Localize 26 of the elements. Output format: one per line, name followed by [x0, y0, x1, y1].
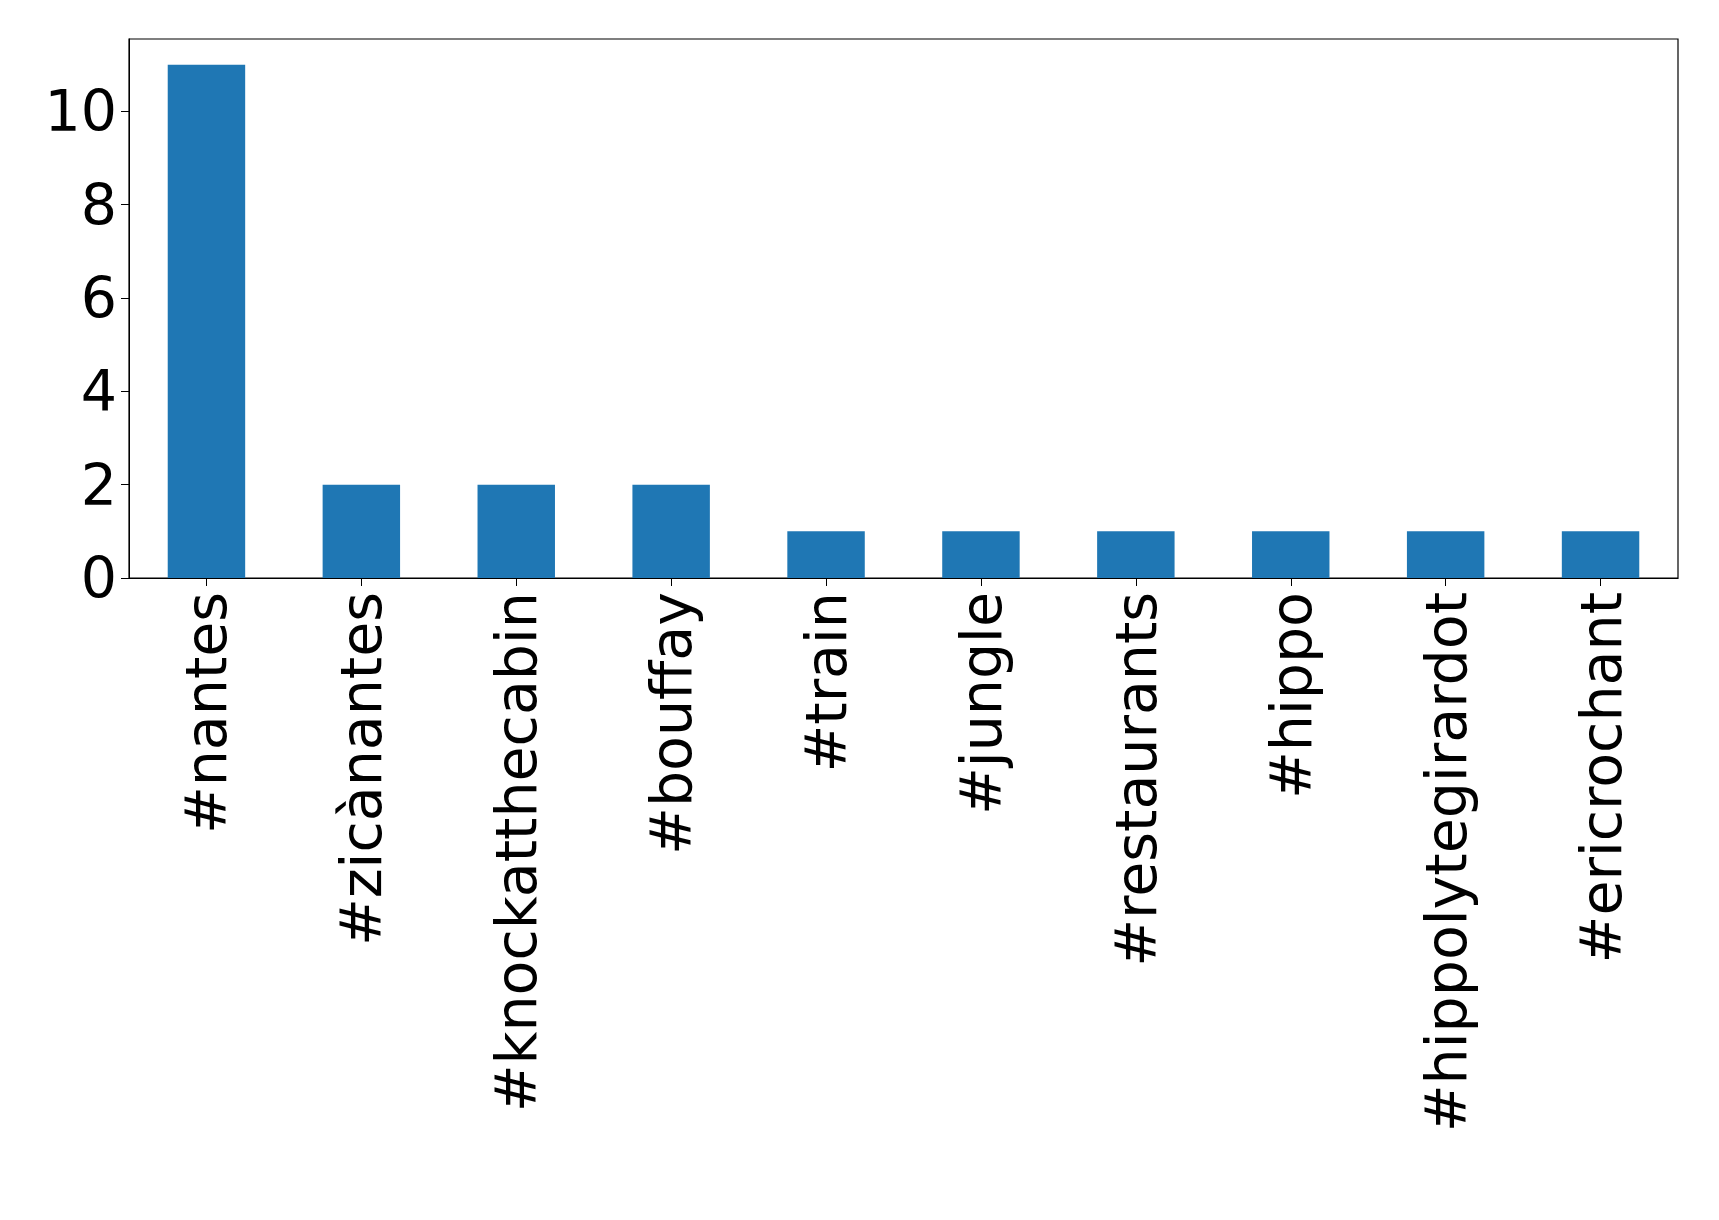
x-tick-label: #knockatthecabin — [483, 592, 550, 1113]
x-tick-label: #hippo — [1257, 592, 1324, 799]
y-tick-label: 8 — [80, 171, 117, 238]
bar — [322, 484, 401, 578]
bar — [632, 484, 710, 578]
x-tick-label: #restaurants — [1102, 592, 1169, 967]
bar — [167, 64, 246, 578]
x-tick-label: #jungle — [947, 592, 1014, 815]
y-tick-label: 0 — [80, 545, 117, 611]
x-tick-label: #zicànantes — [328, 592, 395, 947]
bar — [1097, 531, 1175, 578]
y-tick-label: 4 — [80, 358, 117, 425]
bar — [942, 531, 1020, 578]
bar — [787, 531, 865, 578]
bar — [1252, 531, 1330, 578]
x-tick-label: #ericrochant — [1567, 592, 1634, 964]
bar — [477, 484, 555, 578]
bar — [1406, 531, 1485, 578]
x-tick-label: #train — [793, 592, 860, 773]
x-tick-label: #hippolytegirardot — [1412, 592, 1479, 1133]
bar — [1561, 531, 1640, 578]
x-tick-label: #bouffay — [638, 592, 705, 855]
y-tick-label: 6 — [80, 265, 117, 331]
y-tick-label: 2 — [80, 451, 117, 518]
y-tick-label: 10 — [44, 78, 117, 145]
x-tick-label: #nantes — [173, 592, 240, 835]
